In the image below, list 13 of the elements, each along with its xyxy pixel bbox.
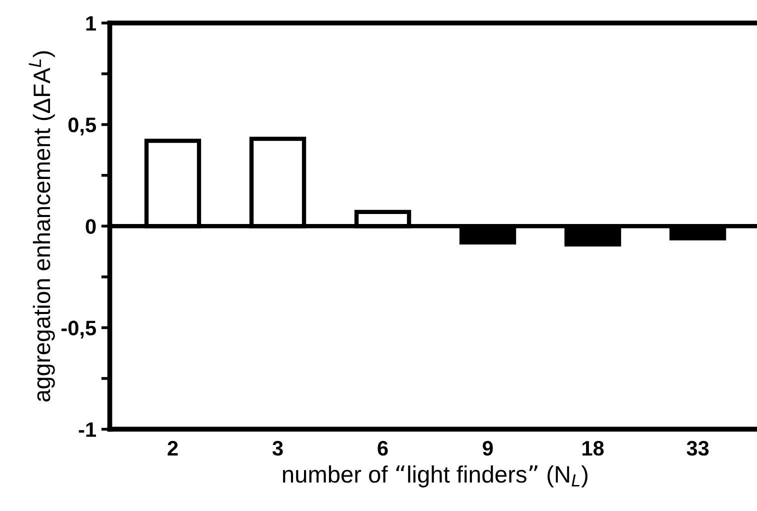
x-tick-label: 18: [582, 440, 604, 456]
x-tick-label: 2: [168, 440, 178, 456]
y-tick-label: 1: [86, 16, 96, 31]
x-tick-label: 3: [272, 440, 283, 456]
y-tick-label: 0: [86, 219, 96, 234]
y-axis-title: aggregation enhancement (ΔFA$^{L}$): [28, 51, 55, 402]
x-tick-label: 33: [686, 440, 709, 456]
y-tick-label: -1: [78, 422, 96, 437]
y-tick-label: -0,5: [61, 320, 96, 338]
x-axis-title: number of “light finders” (N$_{L}$): [283, 465, 588, 488]
y-tick-label: 0,5: [68, 118, 96, 136]
x-tick-label: 6: [378, 440, 388, 456]
x-tick-label: 9: [482, 440, 493, 456]
